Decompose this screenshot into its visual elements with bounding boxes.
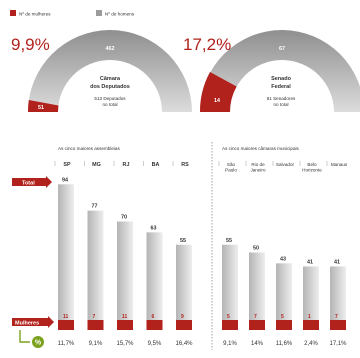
camara-percent: 9,9% — [11, 35, 50, 54]
city-council-4-category-label: Manaus — [331, 162, 348, 167]
assembly-0-women-bar — [58, 320, 74, 330]
city-council-0-percent: 9,1% — [223, 341, 237, 347]
city-council-4-total-bar — [330, 266, 346, 320]
mulheres-tag: Mulheres — [12, 316, 54, 328]
city-council-3-percent: 2,4% — [304, 341, 318, 347]
city-council-0-total-bar — [222, 244, 238, 320]
senado-women-arc — [199, 72, 237, 112]
assembly-2-total-bar — [117, 221, 133, 320]
assembly-1-category-label: MG — [92, 162, 101, 168]
senado-arc — [200, 30, 360, 112]
senado-total-2: no total — [273, 102, 288, 107]
assembly-2-women-value: 11 — [122, 314, 128, 320]
city-council-1-category-label: Rio de — [251, 162, 265, 167]
assembly-3-women-value: 6 — [152, 314, 155, 320]
camara-men-count: 462 — [106, 46, 115, 52]
total-tag-label: Total — [22, 181, 35, 187]
assembly-1-women-bar — [87, 320, 104, 330]
assembly-1-percent: 9,1% — [89, 341, 103, 347]
camara-name-2: dos Deputados — [90, 84, 130, 90]
assembly-2-category-label: RJ — [123, 162, 130, 168]
senado-men-count: 67 — [279, 46, 285, 52]
assembly-0-total-bar — [58, 184, 74, 320]
city-council-3-category-label: Horizonte — [302, 168, 322, 173]
city-council-1-women-value: 7 — [254, 314, 257, 320]
city-council-4-women-bar — [330, 320, 346, 330]
city-council-2-total-bar — [276, 263, 292, 320]
assembly-0-percent: 11,7% — [58, 341, 75, 347]
chambers-title: As cinco maiores câmaras municipais — [222, 146, 300, 151]
assembly-4-total-value: 55 — [180, 238, 186, 244]
chamber-senado: 17,2% 67 14 Senado Federal 81 Senadores … — [183, 30, 360, 112]
city-council-3-total-value: 41 — [307, 259, 313, 265]
assembly-2-women-bar — [117, 320, 133, 330]
city-council-3-category-label: Belo — [307, 162, 317, 167]
camara-total-1: 513 Deputados — [94, 96, 126, 101]
mulheres-tag-label: Mulheres — [15, 321, 39, 327]
assembly-4-women-bar — [176, 320, 192, 330]
city-council-2-percent: 11,6% — [276, 341, 293, 347]
city-council-3-women-bar — [303, 320, 319, 330]
camara-women-count: 51 — [38, 105, 44, 111]
senado-name-1: Senado — [271, 76, 292, 82]
city-council-2-women-value: 5 — [281, 314, 284, 320]
senado-percent: 17,2% — [183, 35, 231, 54]
city-council-1-women-bar — [249, 320, 265, 330]
assembly-0-total-value: 94 — [62, 177, 68, 183]
city-council-1-total-bar — [249, 252, 265, 320]
assembly-3-total-bar — [146, 232, 163, 320]
camara-name-1: Câmara — [100, 76, 121, 82]
camara-total-2: no total — [102, 102, 117, 107]
assembly-2-percent: 15,7% — [116, 341, 134, 347]
assembly-1-women-value: 7 — [93, 314, 96, 320]
chamber-camara: 9,9% 462 51 Câmara dos Deputados 513 Dep… — [11, 30, 192, 112]
total-tag: Total — [12, 176, 52, 188]
city-council-2-total-value: 43 — [280, 256, 286, 262]
city-council-1-category-label: Janeiro — [250, 168, 266, 173]
senado-name-2: Federal — [271, 84, 291, 90]
city-council-1-percent: 14% — [251, 341, 264, 347]
assembly-3-women-bar — [146, 320, 163, 330]
assembly-3-total-value: 63 — [151, 225, 157, 231]
percent-badge-symbol: % — [35, 340, 42, 347]
assembly-2-total-value: 70 — [121, 215, 127, 221]
city-council-3-women-value: 1 — [308, 314, 311, 320]
percent-badge: % — [19, 330, 44, 348]
city-council-2-category-label: Salvador — [276, 162, 295, 167]
assembly-0-women-value: 11 — [63, 314, 69, 320]
legend-men-swatch — [96, 10, 102, 16]
city-council-0-category-label: Paulo — [225, 168, 237, 173]
assembly-4-total-bar — [176, 244, 192, 320]
senado-women-count: 14 — [214, 98, 220, 104]
senado-total-1: 81 Senadores — [267, 96, 296, 101]
city-council-0-total-value: 55 — [226, 238, 232, 244]
city-council-0-women-bar — [222, 320, 238, 330]
legend-men-label: Nº de homens — [105, 12, 135, 17]
city-council-4-total-value: 41 — [334, 259, 340, 265]
city-council-4-women-value: 7 — [335, 314, 338, 320]
legend-women-swatch — [10, 10, 16, 16]
assembly-1-total-value: 77 — [92, 204, 98, 210]
city-council-2-women-bar — [276, 320, 292, 330]
camara-women-arc — [27, 100, 59, 112]
city-council-0-category-label: São — [227, 162, 236, 167]
legend-women-label: Nº de mulheres — [19, 12, 51, 17]
assembly-4-women-value: 9 — [181, 314, 184, 320]
assemblies-title: As cinco maiores assembleias — [58, 146, 120, 151]
assembly-0-category-label: SP — [63, 162, 71, 168]
camara-arc — [28, 30, 192, 112]
city-council-0-women-value: 5 — [227, 314, 230, 320]
assembly-1-total-bar — [87, 210, 104, 320]
city-council-4-percent: 17,1% — [329, 341, 347, 347]
assembly-4-category-label: RS — [181, 162, 189, 168]
assembly-3-percent: 9,5% — [148, 341, 162, 347]
assembly-3-category-label: BA — [152, 162, 160, 168]
city-council-3-total-bar — [303, 266, 319, 320]
city-council-1-total-value: 50 — [253, 246, 259, 252]
assembly-4-percent: 16,4% — [175, 341, 193, 347]
